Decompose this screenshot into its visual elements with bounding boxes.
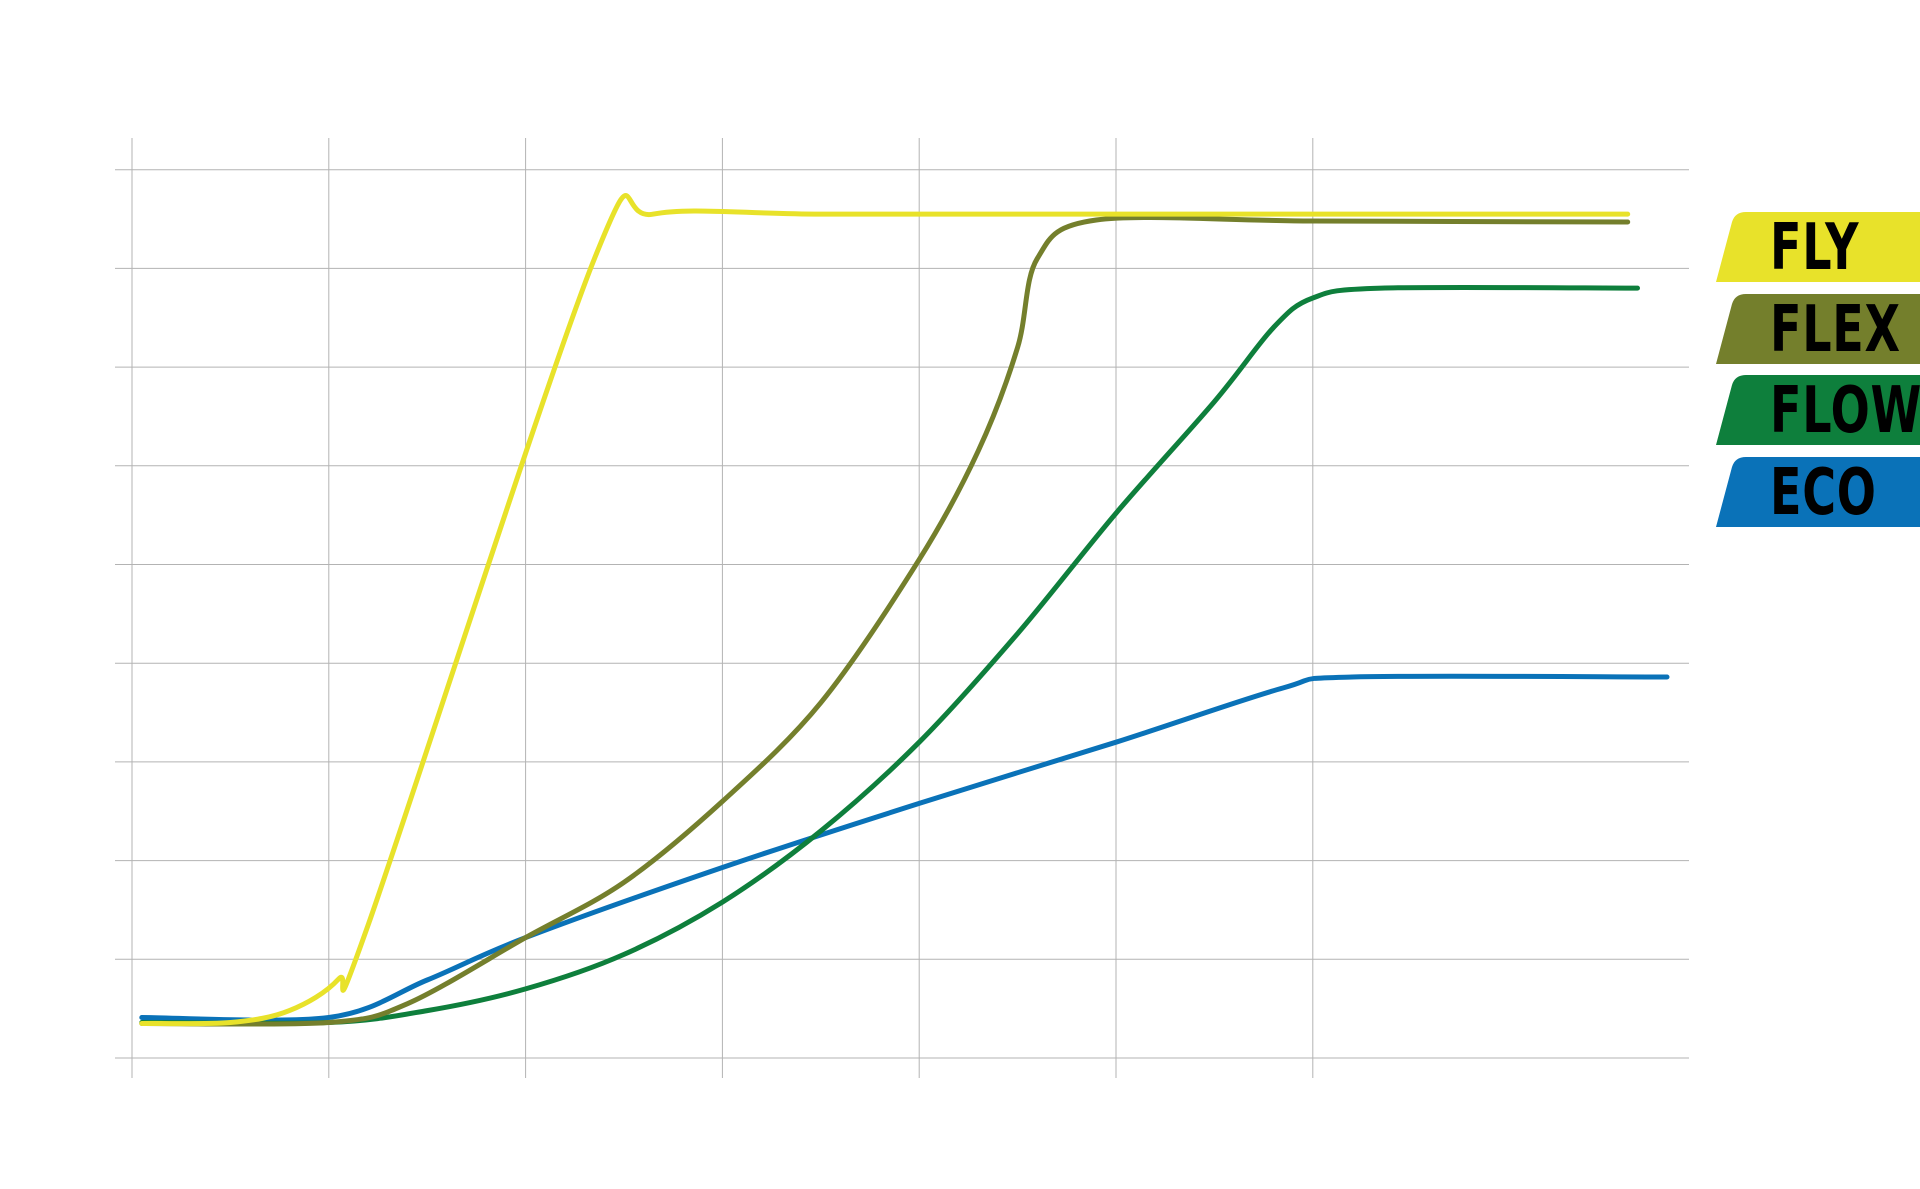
legend-tag-shape: [1716, 375, 1920, 445]
legend-tag-shape: [1716, 212, 1920, 282]
legend-label-eco: ECO: [1770, 456, 1877, 530]
legend-item-flex[interactable]: FLEX: [1716, 293, 1920, 367]
grid-lines: [115, 138, 1689, 1078]
legend-swatch-eco: [1716, 457, 1920, 527]
legend-label-flex: FLEX: [1770, 293, 1901, 367]
series-lines: [139, 193, 1670, 1027]
legend-tag-shape: [1716, 294, 1920, 364]
series-line-fly: [139, 193, 1631, 1027]
legend-label-flow: FLOW: [1770, 374, 1920, 448]
series-line-flow: [139, 284, 1640, 1026]
legend-label-fly: FLY: [1770, 211, 1860, 285]
series-line-flex: [139, 215, 1631, 1027]
legend-swatch-flow: [1716, 375, 1920, 445]
legend-item-fly[interactable]: FLY: [1716, 211, 1920, 285]
series-line-eco: [139, 673, 1670, 1023]
legend-swatch-fly: [1716, 212, 1920, 282]
legend-swatch-flex: [1716, 294, 1920, 364]
legend-item-eco[interactable]: ECO: [1716, 456, 1920, 530]
legend-tag-shape: [1716, 457, 1920, 527]
legend-item-flow[interactable]: FLOW: [1716, 374, 1920, 448]
